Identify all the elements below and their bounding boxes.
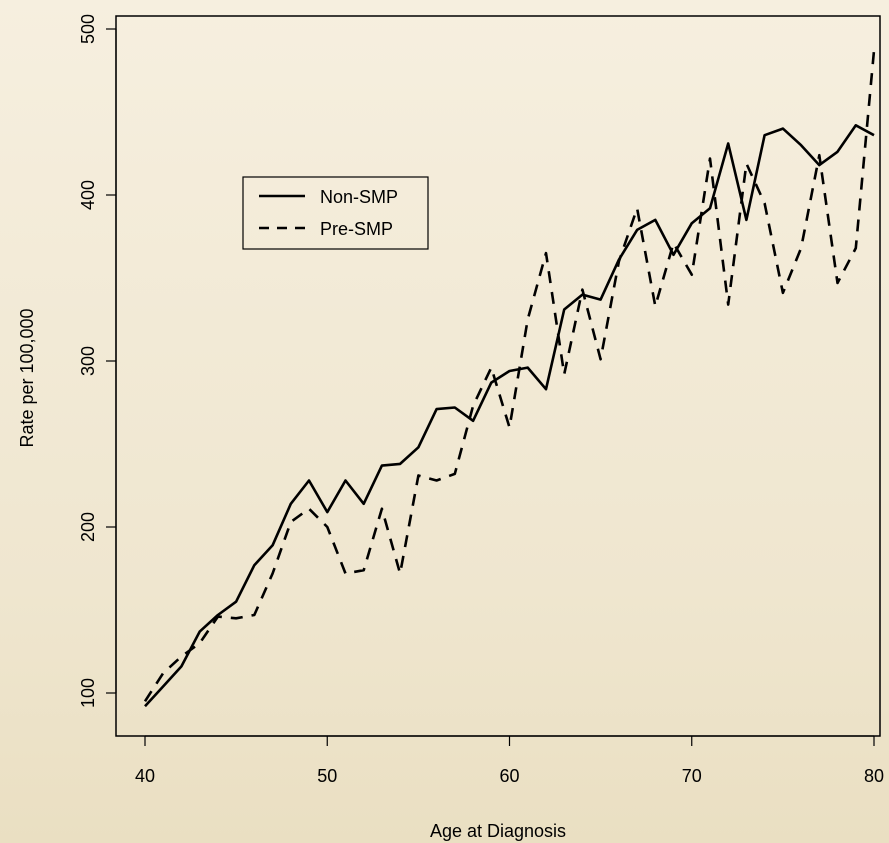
x-tick-label: 80: [864, 766, 884, 786]
y-tick-label: 300: [78, 346, 98, 376]
x-tick-label: 50: [317, 766, 337, 786]
legend-label-non-smp: Non-SMP: [320, 187, 398, 207]
x-tick-label: 70: [682, 766, 702, 786]
y-axis-label: Rate per 100,000: [17, 308, 37, 447]
series-line-pre-smp: [143, 50, 876, 703]
y-tick-label: 500: [78, 14, 98, 44]
series-layer: [143, 50, 876, 708]
legend-label-pre-smp: Pre-SMP: [320, 219, 393, 239]
series-line-non-smp: [144, 124, 875, 708]
x-tick-label: 60: [499, 766, 519, 786]
y-tick-label: 200: [78, 512, 98, 542]
legend-box: [242, 176, 429, 250]
x-tick-label: 40: [135, 766, 155, 786]
y-tick-label: 100: [78, 678, 98, 708]
legend: Non-SMP Pre-SMP: [242, 176, 429, 250]
x-axis-label: Age at Diagnosis: [430, 821, 566, 841]
y-axis: 100 200 300 400 500: [78, 14, 117, 708]
x-axis: 40 50 60 70 80: [135, 735, 884, 786]
plot-frame: [115, 15, 881, 737]
y-tick-label: 400: [78, 180, 98, 210]
